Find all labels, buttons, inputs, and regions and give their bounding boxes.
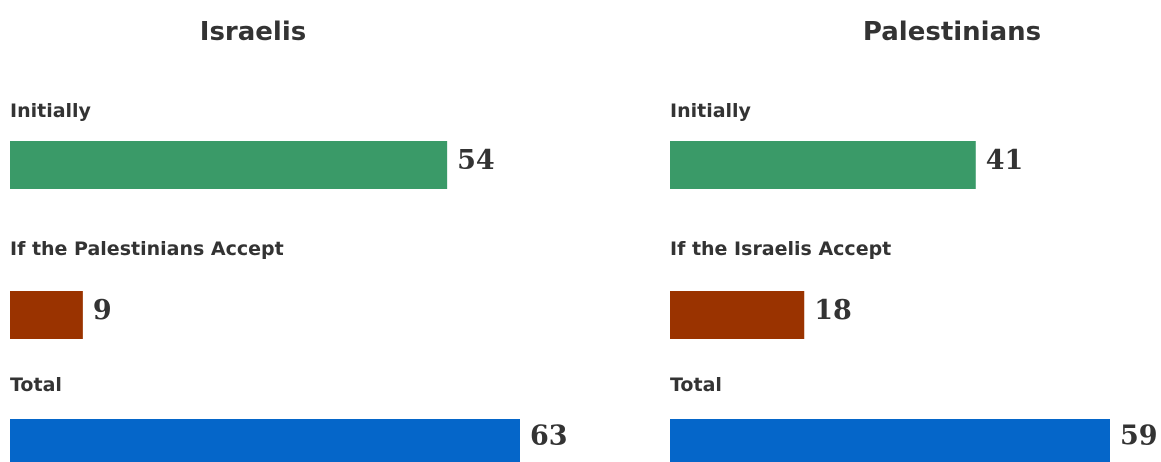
value-label-israelis-total: 63 [530,421,568,452]
bar-israelis-if-accept [10,291,83,339]
panel-palestinians: Palestinians Initially 41 If the Israelis … [670,17,1158,462]
panel-title-palestinians: Palestinians [863,17,1041,47]
bar-palestinians-total [670,419,1110,462]
bar-israelis-total [10,419,520,462]
value-label-israelis-initially: 54 [457,145,495,176]
category-label-israelis-if-accept: If the Palestinians Accept [10,238,284,260]
category-label-palestinians-initially: Initially [670,100,752,122]
bar-israelis-initially [10,141,448,189]
panel-israelis: Israelis Initially 54 If the Palestinians … [10,17,568,462]
value-label-palestinians-initially: 41 [986,145,1024,176]
value-label-israelis-if-accept: 9 [93,295,112,326]
bar-palestinians-initially [670,141,976,189]
category-label-palestinians-if-accept: If the Israelis Accept [670,238,891,260]
category-label-palestinians-total: Total [670,374,722,396]
value-label-palestinians-if-accept: 18 [814,295,852,326]
category-label-israelis-total: Total [10,374,62,396]
value-label-palestinians-total: 59 [1120,421,1158,452]
category-label-israelis-initially: Initially [10,100,92,122]
bar-palestinians-if-accept [670,291,805,339]
panel-title-israelis: Israelis [200,17,306,47]
